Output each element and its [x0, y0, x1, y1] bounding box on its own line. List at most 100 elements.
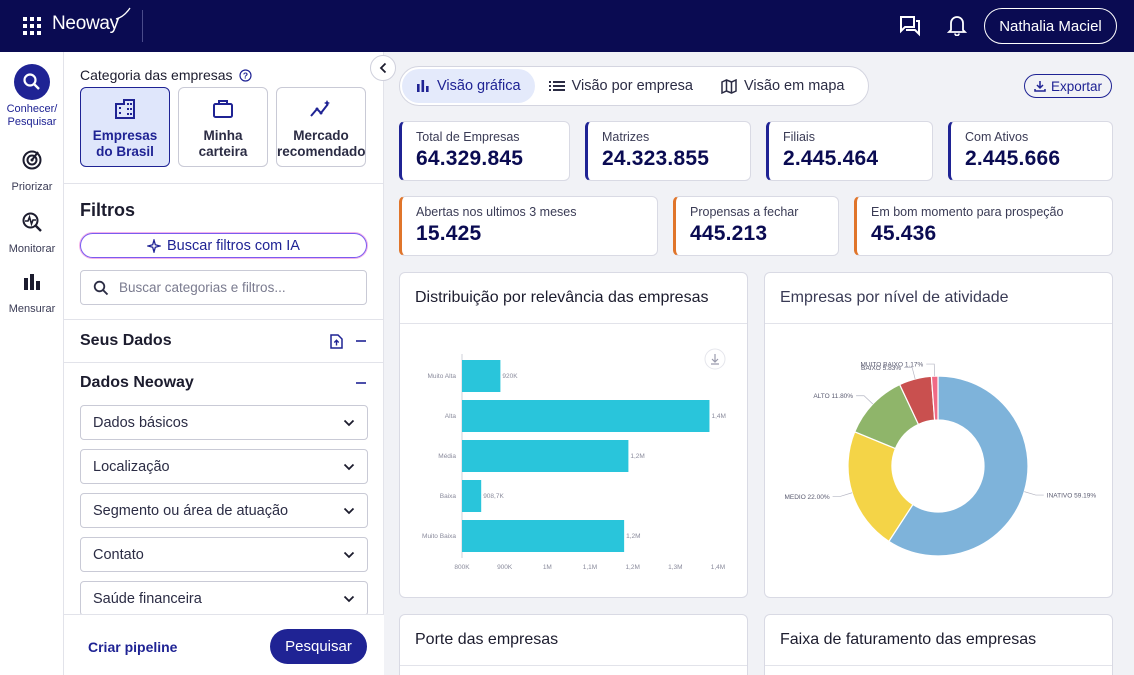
chevron-left-icon [379, 62, 387, 74]
donut-slice[interactable] [930, 375, 939, 421]
category-tick-label: Muito Alta [427, 373, 456, 380]
rail-item-conhecer[interactable]: Conhecer/ Pesquisar [0, 64, 64, 129]
rail-label: Conhecer/ Pesquisar [6, 103, 58, 128]
filters-title: Filtros [80, 200, 136, 220]
category-mercado-recomendado[interactable]: Mercado recomendado [276, 87, 366, 167]
kpi-label: Com Ativos [965, 130, 1029, 144]
collapse-panel-button[interactable] [370, 55, 396, 81]
tab-visao-grafica[interactable]: Visão gráfica [402, 69, 535, 103]
bell-icon[interactable] [947, 14, 967, 36]
logo-swoosh-icon [115, 7, 131, 20]
revenue-chart-card: Faixa de faturamento das empresas [764, 614, 1113, 675]
category-tick-label: Média [438, 453, 456, 460]
slice-leader-line [856, 395, 874, 405]
category-empresas-do-brasil[interactable]: Empresas do Brasil [80, 87, 170, 167]
section-seus-dados[interactable]: Seus Dados [80, 332, 367, 350]
accordion-dados-basicos[interactable]: Dados básicos [80, 405, 368, 440]
category-label-line2: recomendado [277, 144, 366, 159]
bar[interactable] [462, 480, 482, 512]
bar-data-label: 1,2M [630, 453, 644, 460]
main-content: Visão gráfica Visão por empresa Visão em… [384, 52, 1134, 675]
neoway-logo[interactable]: Neoway [52, 7, 131, 35]
rail-label: Priorizar [11, 181, 53, 193]
x-tick-label: 900K [497, 564, 513, 571]
bar[interactable] [462, 400, 710, 432]
section-title: Seus Dados [80, 332, 172, 349]
user-menu-button[interactable]: Nathalia Maciel [984, 8, 1117, 44]
search-icon [14, 64, 50, 100]
accordion-label: Saúde financeira [93, 590, 202, 607]
category-tick-label: Alta [445, 413, 457, 420]
nav-rail: Conhecer/ Pesquisar Priorizar Monitorar … [0, 52, 64, 675]
kpi-value: 445.213 [690, 222, 768, 245]
rail-item-mensurar[interactable]: Mensurar [0, 264, 64, 315]
apps-grid-icon[interactable] [22, 16, 42, 36]
divider [64, 362, 384, 363]
bar[interactable] [462, 360, 501, 392]
ai-filter-label: Buscar filtros com IA [167, 237, 300, 254]
help-icon[interactable]: ? [238, 68, 252, 82]
tab-visao-por-empresa[interactable]: Visão por empresa [535, 69, 707, 103]
chevron-down-icon [343, 463, 355, 470]
collapse-minus-icon[interactable] [355, 335, 367, 347]
svg-text:?: ? [242, 70, 247, 80]
kpi-label: Em bom momento para prospeção [871, 205, 1064, 219]
kpi-value: 24.323.855 [602, 147, 710, 170]
rail-item-priorizar[interactable]: Priorizar [0, 142, 64, 193]
section-dados-neoway[interactable]: Dados Neoway [80, 374, 367, 392]
kpi-label: Propensas a fechar [690, 205, 799, 219]
bar-data-label: 1,4M [711, 413, 725, 420]
chart-download-icon[interactable] [704, 348, 726, 370]
tab-visao-em-mapa[interactable]: Visão em mapa [707, 69, 858, 103]
donut-slice[interactable] [888, 375, 1029, 557]
bar-chart-icon [417, 80, 429, 92]
collapse-minus-icon[interactable] [355, 377, 367, 389]
kpi-label: Matrizes [602, 130, 650, 144]
top-bar: Neoway Nathalia Maciel [0, 0, 1134, 52]
filters-footer: Criar pipeline Pesquisar [64, 614, 384, 675]
accordion-localizacao[interactable]: Localização [80, 449, 368, 484]
activity-chart-card: Empresas por nível de atividade INATIVO … [764, 272, 1113, 598]
accordion-label: Dados básicos [93, 414, 189, 431]
rail-item-monitorar[interactable]: Monitorar [0, 204, 64, 255]
x-tick-label: 800K [454, 564, 470, 571]
accordion-saude-financeira[interactable]: Saúde financeira [80, 581, 368, 616]
bar-data-label: 920K [502, 373, 518, 380]
list-icon [548, 81, 565, 91]
ai-filter-search-button[interactable]: Buscar filtros com IA [80, 233, 367, 258]
accordion-segmento[interactable]: Segmento ou área de atuação [80, 493, 368, 528]
category-tick-label: Baixa [440, 493, 457, 500]
filter-search-input[interactable]: Buscar categorias e filtros... [80, 270, 367, 305]
bar[interactable] [462, 440, 629, 472]
x-tick-label: 1,1M [583, 564, 597, 571]
create-pipeline-link[interactable]: Criar pipeline [88, 639, 178, 655]
bar-chart-icon [14, 264, 50, 300]
search-button[interactable]: Pesquisar [270, 629, 367, 664]
slice-label: ALTO 11.80% [813, 393, 853, 400]
bar-data-label: 908,7K [483, 493, 504, 500]
kpi-label: Total de Empresas [416, 130, 520, 144]
section-title: Dados Neoway [80, 374, 194, 391]
upload-file-icon[interactable] [330, 333, 343, 349]
view-tabs: Visão gráfica Visão por empresa Visão em… [399, 66, 869, 106]
chat-icon[interactable] [899, 15, 921, 37]
trend-sparkle-icon [277, 98, 365, 122]
logo-text: Neoway [52, 13, 119, 34]
chevron-down-icon [343, 507, 355, 514]
slice-label: MEDIO 22.00% [784, 494, 829, 501]
kpi-total-empresas: Total de Empresas 64.329.845 [399, 121, 570, 181]
accordion-contato[interactable]: Contato [80, 537, 368, 572]
relevance-chart-card: Distribuição por relevância das empresas… [399, 272, 748, 598]
export-button[interactable]: Exportar [1024, 74, 1112, 98]
monitor-icon [14, 204, 50, 240]
category-label-line1: Empresas [92, 128, 158, 143]
sparkle-icon [147, 238, 162, 253]
bar[interactable] [462, 520, 625, 552]
kpi-com-ativos: Com Ativos 2.445.666 [948, 121, 1113, 181]
category-tick-label: Muito Baixa [422, 533, 456, 540]
slice-label: BAIXO 5.83% [861, 365, 901, 372]
kpi-label: Abertas nos ultimos 3 meses [416, 205, 577, 219]
chevron-down-icon [343, 595, 355, 602]
category-minha-carteira[interactable]: Minha carteira [178, 87, 268, 167]
activity-donut-chart: INATIVO 59.19% MEDIO 22.00% ALTO 11.80% BAI… [784, 362, 1096, 557]
